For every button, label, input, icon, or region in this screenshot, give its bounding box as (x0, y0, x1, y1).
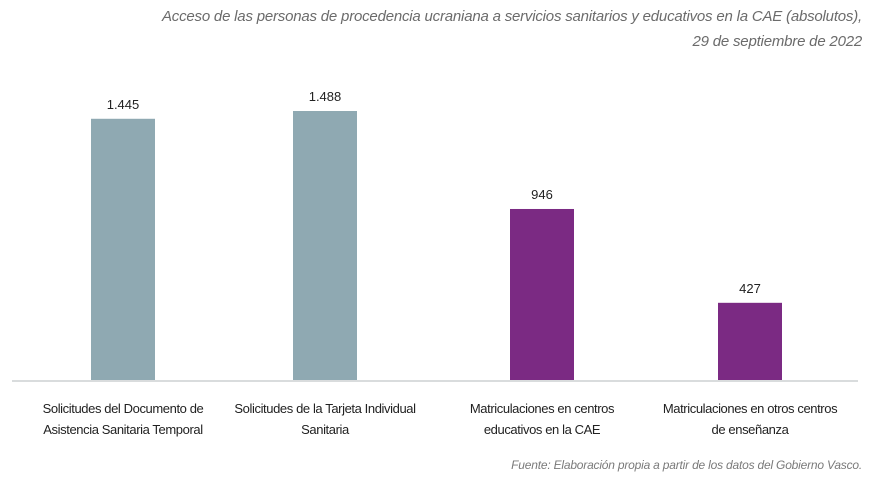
category-label-line: Solicitudes de la Tarjeta Individual (234, 401, 416, 416)
category-label-line: de enseñanza (711, 422, 789, 437)
data-label-4: 427 (739, 281, 761, 296)
chart-title: Acceso de las personas de procedencia uc… (161, 8, 862, 25)
category-label-line: Asistencia Sanitaria Temporal (43, 422, 203, 437)
data-label-3: 946 (531, 187, 553, 202)
bar-1 (91, 118, 155, 380)
category-label-3: Matriculaciones en centros educativos en … (437, 398, 647, 440)
category-label-line: Matriculaciones en otros centros (662, 401, 838, 416)
category-label-line: Solicitudes del Documento de (42, 401, 204, 416)
category-label-line: educativos en la CAE (483, 422, 601, 437)
source-note: Fuente: Elaboración propia a partir de l… (511, 458, 862, 472)
data-label-1: 1.445 (107, 97, 140, 112)
category-label-line: Matriculaciones en centros (469, 401, 615, 416)
category-label-line: Sanitaria (301, 422, 349, 437)
category-label-1: Solicitudes del Documento de Asistencia S… (18, 398, 228, 440)
category-label-4: Matriculaciones en otros centros de enseñ… (645, 398, 855, 440)
chart-subtitle: 29 de septiembre de 2022 (692, 33, 863, 50)
bar-3 (510, 208, 574, 380)
category-label-2: Solicitudes de la Tarjeta Individual Sani… (220, 398, 430, 440)
data-label-2: 1.488 (309, 89, 342, 104)
bar-4 (718, 302, 782, 380)
bar-2 (293, 111, 357, 380)
